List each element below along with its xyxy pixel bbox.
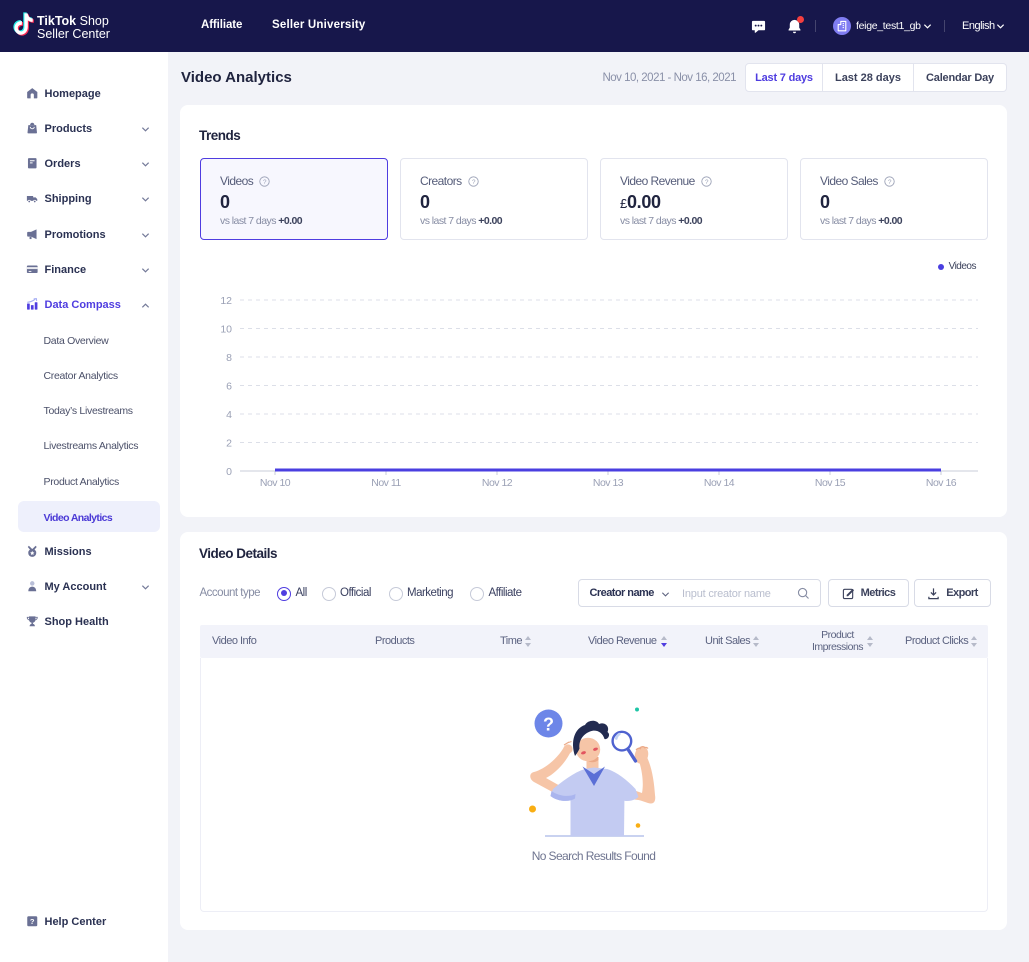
svg-text:?: ?	[543, 715, 554, 735]
svg-text:Nov 11: Nov 11	[371, 477, 401, 489]
svg-text:Nov 14: Nov 14	[704, 477, 735, 489]
svg-text:8: 8	[226, 352, 232, 364]
svg-text:?: ?	[29, 917, 34, 926]
svg-text:?: ?	[263, 178, 267, 185]
svg-text:?: ?	[888, 178, 892, 185]
svg-text:Nov 13: Nov 13	[593, 477, 624, 489]
svg-text:?: ?	[472, 178, 476, 185]
svg-text:?: ?	[705, 178, 709, 185]
svg-text:Nov 15: Nov 15	[815, 477, 846, 489]
svg-text:2: 2	[226, 438, 232, 450]
svg-text:6: 6	[226, 381, 232, 393]
svg-text:Nov 16: Nov 16	[926, 477, 957, 489]
svg-text:10: 10	[220, 324, 232, 336]
svg-text:0: 0	[226, 466, 232, 478]
svg-text:12: 12	[220, 295, 232, 307]
svg-text:Nov 10: Nov 10	[260, 477, 291, 489]
svg-text:Nov 12: Nov 12	[482, 477, 513, 489]
svg-text:4: 4	[226, 409, 232, 421]
